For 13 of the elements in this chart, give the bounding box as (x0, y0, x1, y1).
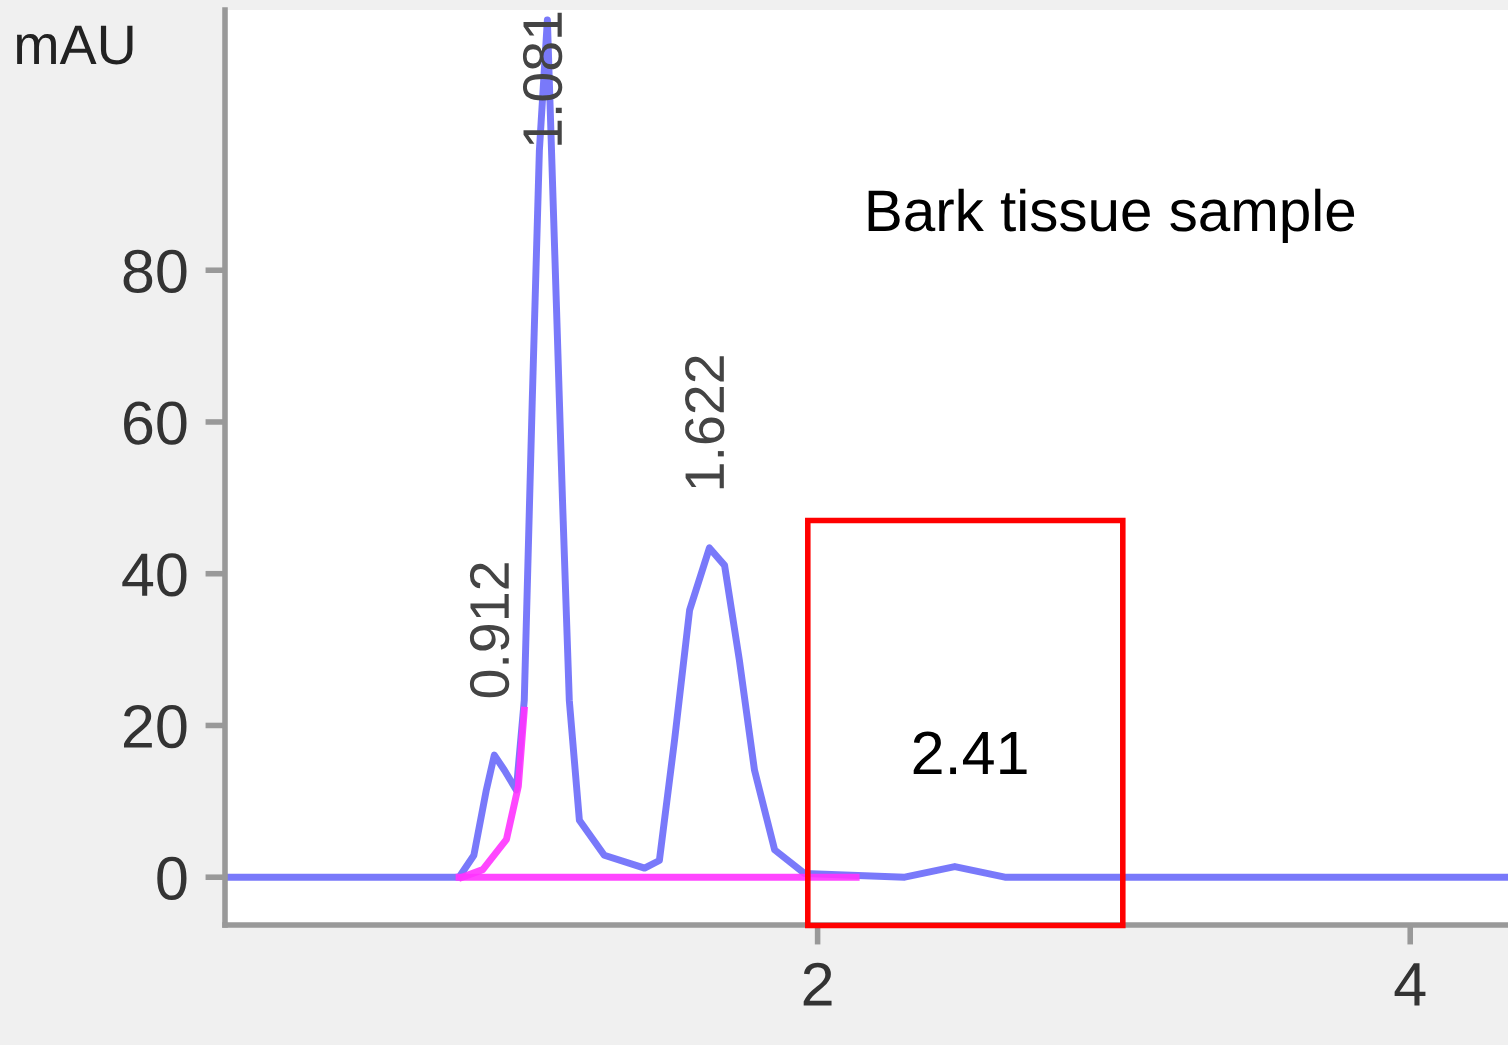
annotation: Bark tissue sample (868, 188, 1355, 244)
y-tick-label: 0 (157, 856, 187, 900)
y-tick-label: 40 (122, 553, 187, 597)
annotation: 1.081 (522, 12, 563, 145)
x-tick-label: 4 (1394, 963, 1426, 1006)
annotation: 2.41 (913, 731, 1027, 775)
annotation: 1.622 (685, 356, 725, 489)
y-tick-label: 20 (124, 704, 187, 749)
annotation: 0.912 (469, 563, 510, 698)
y-tick-label: 80 (123, 249, 187, 293)
y-tick-label: 60 (124, 401, 187, 445)
y-axis-title: mAU (16, 25, 133, 65)
x-tick-label: 2 (803, 962, 832, 1006)
